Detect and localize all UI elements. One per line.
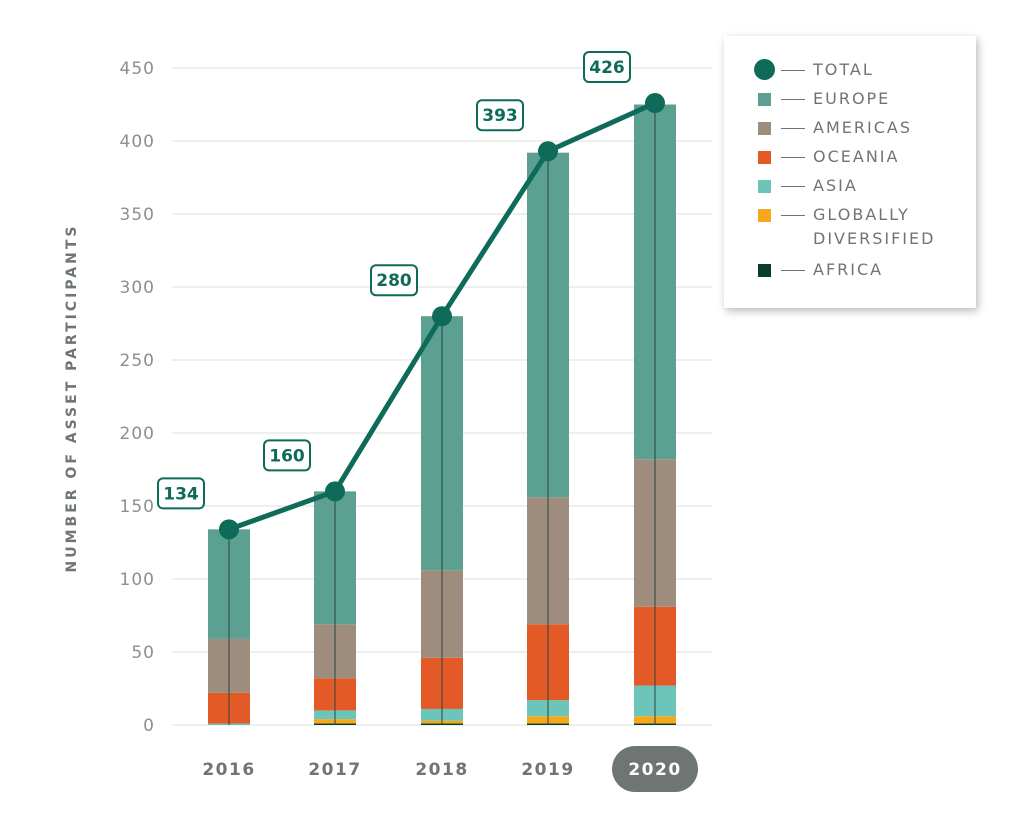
total-data-label: 160 [269, 446, 305, 466]
y-tick-label: 450 [120, 59, 155, 79]
y-tick-label: 150 [120, 497, 155, 517]
legend-label: EUROPE [813, 89, 891, 108]
total-data-label: 426 [589, 58, 625, 78]
y-tick-label: 300 [120, 278, 155, 298]
legend-item: AFRICA [754, 258, 883, 282]
legend-item: OCEANIA [754, 145, 899, 169]
legend-connector [781, 70, 805, 71]
legend-item: ASIA [754, 174, 858, 198]
legend-label: AMERICAS [813, 118, 912, 137]
total-label-box [370, 264, 418, 297]
y-tick-label: 0 [143, 716, 155, 736]
x-tick-label: 2017 [308, 760, 361, 780]
legend-item: EUROPE [754, 87, 890, 111]
legend-connector [781, 128, 805, 129]
legend-item: GLOBALLY DIVERSIFIED [754, 203, 935, 251]
total-point [325, 481, 345, 502]
legend-connector [781, 99, 805, 100]
legend-swatch-icon [758, 93, 771, 106]
legend-item: TOTAL [754, 58, 874, 82]
total-line-series: 134 160 280 393 426 [157, 51, 665, 540]
legend-label: ASIA [813, 176, 858, 195]
total-point [645, 93, 665, 114]
legend-swatch-icon [758, 122, 771, 135]
y-tick-label: 100 [120, 570, 155, 590]
legend-connector [781, 186, 805, 187]
legend-swatch-icon [758, 209, 771, 222]
x-tick-label: 2019 [521, 760, 574, 780]
total-point [219, 519, 239, 540]
x-axis-labels: 2016 2017 2018 2019 2020 [202, 746, 698, 792]
legend-connector [781, 270, 805, 271]
bar-center-lines [228, 103, 656, 725]
legend: TOTAL EUROPE AMERICAS OCEANIA ASIA GLOBALLY D… [724, 36, 976, 308]
x-tick-label: 2018 [415, 760, 468, 780]
total-data-label: 134 [163, 484, 199, 504]
legend-label: AFRICA [813, 260, 884, 279]
x-tick-label: 2016 [202, 760, 255, 780]
total-label-box [476, 99, 524, 132]
total-data-label: 280 [376, 271, 412, 291]
legend-label: GLOBALLY DIVERSIFIED [813, 205, 936, 248]
legend-swatch-icon [758, 264, 771, 277]
legend-dot-icon [754, 59, 775, 80]
legend-swatch-icon [758, 180, 771, 193]
total-label-box [157, 477, 205, 510]
legend-connector [781, 157, 805, 158]
total-data-label: 393 [482, 106, 518, 126]
legend-label: OCEANIA [813, 147, 900, 166]
y-tick-label: 350 [120, 205, 155, 225]
y-tick-label: 50 [131, 643, 155, 663]
y-axis-ticks: 0 50 100 150 200 250 300 350 400 450 [120, 59, 155, 736]
total-point [538, 141, 558, 162]
legend-item: AMERICAS [754, 116, 912, 140]
legend-label: TOTAL [813, 60, 874, 79]
x-tick-label: 2020 [628, 760, 681, 780]
total-label-box [263, 439, 311, 472]
y-tick-label: 400 [120, 132, 155, 152]
total-point [432, 306, 452, 327]
legend-connector [781, 215, 805, 216]
y-tick-label: 200 [120, 424, 155, 444]
y-tick-label: 250 [120, 351, 155, 371]
y-axis-label: NUMBER OF ASSET PARTICIPANTS [64, 224, 80, 573]
legend-swatch-icon [758, 151, 771, 164]
total-label-box [583, 51, 631, 84]
highlighted-year-pill [612, 746, 698, 792]
